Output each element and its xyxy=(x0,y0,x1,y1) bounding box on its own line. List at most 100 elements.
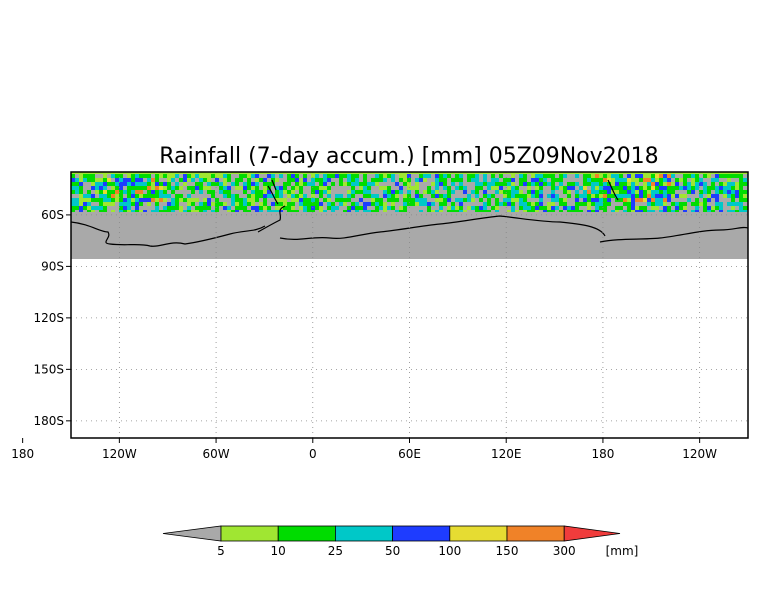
rain-cell xyxy=(483,178,487,182)
rain-cell xyxy=(559,190,563,194)
rain-cell xyxy=(671,186,675,190)
rain-cell xyxy=(671,178,675,182)
lon-tick-label: 180 xyxy=(11,447,34,461)
rain-cell xyxy=(651,178,655,182)
rain-cell xyxy=(91,206,95,210)
rain-cell xyxy=(323,194,327,198)
rain-cell xyxy=(643,194,647,198)
rain-cell xyxy=(203,190,207,194)
rain-cell xyxy=(507,182,511,186)
lat-tick-label: 60S xyxy=(41,208,64,222)
rain-cell xyxy=(411,190,415,194)
rain-cell xyxy=(527,174,531,178)
rain-cell xyxy=(303,198,307,202)
rain-cell xyxy=(491,174,495,178)
rain-cell xyxy=(471,182,475,186)
rain-cell xyxy=(123,174,127,178)
rain-cell xyxy=(555,186,559,190)
rain-cell xyxy=(367,178,371,182)
rain-cell xyxy=(187,174,191,178)
rain-cell xyxy=(583,194,587,198)
rain-cell xyxy=(491,194,495,198)
rain-cell xyxy=(199,186,203,190)
rain-cell xyxy=(739,178,743,182)
rain-cell xyxy=(571,194,575,198)
rain-cell xyxy=(507,174,511,178)
rain-cell xyxy=(411,174,415,178)
rain-cell xyxy=(123,186,127,190)
rain-cell xyxy=(467,190,471,194)
rain-cell xyxy=(739,186,743,190)
rain-cell xyxy=(527,202,531,206)
rain-cell xyxy=(455,190,459,194)
rain-cell xyxy=(471,194,475,198)
rain-cell xyxy=(207,194,211,198)
rain-cell xyxy=(227,182,231,186)
rain-cell xyxy=(395,178,399,182)
rain-cell xyxy=(351,190,355,194)
rain-cell xyxy=(479,186,483,190)
rain-cell xyxy=(491,206,495,210)
rain-cell xyxy=(503,190,507,194)
rain-cell xyxy=(339,174,343,178)
rain-cell xyxy=(251,190,255,194)
rain-cell xyxy=(443,206,447,210)
rain-cell xyxy=(607,190,611,194)
rain-cell xyxy=(135,206,139,210)
rain-cell xyxy=(611,186,615,190)
rain-cell xyxy=(171,178,175,182)
rain-cell xyxy=(287,202,291,206)
rain-cell xyxy=(707,202,711,206)
rain-cell xyxy=(367,202,371,206)
rain-cell xyxy=(427,178,431,182)
rain-cell xyxy=(235,198,239,202)
rain-cell xyxy=(455,186,459,190)
rain-cell xyxy=(319,202,323,206)
rain-cell xyxy=(551,174,555,178)
rain-cell xyxy=(187,206,191,210)
rain-cell xyxy=(731,202,735,206)
rain-cell xyxy=(735,202,739,206)
rain-cell xyxy=(115,182,119,186)
rain-cell xyxy=(499,174,503,178)
lon-tick-label: 120W xyxy=(102,447,137,461)
rain-cell xyxy=(659,182,663,186)
rain-cell xyxy=(247,202,251,206)
rain-cell xyxy=(707,186,711,190)
rain-cell xyxy=(619,182,623,186)
rain-cell xyxy=(75,198,79,202)
rain-cell xyxy=(131,194,135,198)
rain-cell xyxy=(151,174,155,178)
rain-cell xyxy=(727,174,731,178)
rain-cell xyxy=(631,202,635,206)
rain-cell xyxy=(179,202,183,206)
rain-cell xyxy=(355,182,359,186)
rain-cell xyxy=(163,190,167,194)
rain-cell xyxy=(167,186,171,190)
rain-cell xyxy=(703,190,707,194)
rain-cell xyxy=(135,190,139,194)
rain-cell xyxy=(739,190,743,194)
rain-cell xyxy=(607,202,611,206)
rain-cell xyxy=(451,190,455,194)
rain-cell xyxy=(111,198,115,202)
rainfall-cells xyxy=(71,174,748,214)
rain-cell xyxy=(539,178,543,182)
rain-cell xyxy=(719,194,723,198)
rain-cell xyxy=(631,190,635,194)
rain-cell xyxy=(567,178,571,182)
rain-cell xyxy=(603,202,607,206)
rain-cell xyxy=(443,202,447,206)
rain-cell xyxy=(199,190,203,194)
rain-cell xyxy=(631,198,635,202)
rain-cell xyxy=(443,182,447,186)
rain-cell xyxy=(291,182,295,186)
rain-cell xyxy=(579,174,583,178)
rain-cell xyxy=(527,190,531,194)
rain-cell xyxy=(515,190,519,194)
rain-cell xyxy=(151,206,155,210)
rain-cell xyxy=(295,178,299,182)
rain-cell xyxy=(423,206,427,210)
rain-cell xyxy=(667,198,671,202)
